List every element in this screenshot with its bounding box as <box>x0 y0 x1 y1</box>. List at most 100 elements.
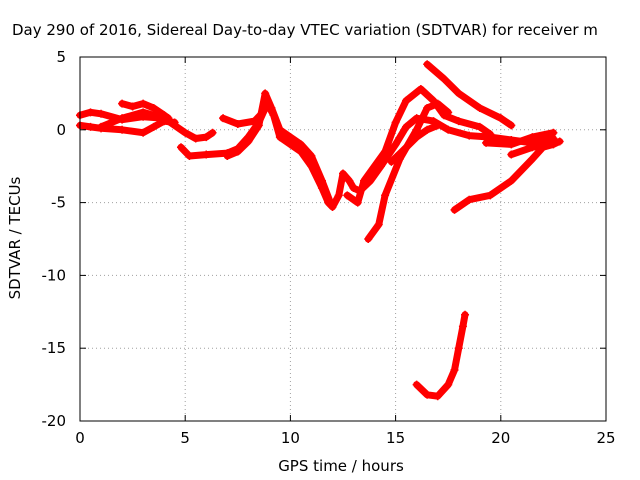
data-point <box>454 117 463 126</box>
data-point <box>360 176 369 185</box>
data-point <box>233 147 242 156</box>
x-tick-label: 0 <box>75 429 85 447</box>
data-series <box>76 60 564 401</box>
series-band <box>423 60 515 129</box>
y-tick-label: -5 <box>51 194 66 212</box>
y-tick-label: 0 <box>56 121 66 139</box>
data-series-track-o <box>412 310 470 401</box>
data-point <box>528 143 537 152</box>
y-tick-label: -10 <box>42 266 67 284</box>
data-point <box>223 152 232 161</box>
data-point <box>261 89 270 98</box>
data-point <box>364 235 373 243</box>
data-point <box>397 147 406 156</box>
data-point <box>475 122 484 131</box>
data-point <box>139 108 148 117</box>
data-point <box>164 114 173 123</box>
data-point <box>381 147 390 156</box>
data-point <box>391 140 400 149</box>
data-point <box>402 122 411 131</box>
data-point <box>507 150 516 159</box>
data-point <box>433 99 442 108</box>
data-point <box>444 380 453 389</box>
data-point <box>507 176 516 185</box>
data-point <box>423 60 432 69</box>
data-point <box>267 103 276 112</box>
data-point <box>412 133 421 142</box>
series-band <box>223 89 334 207</box>
data-series-track-h <box>343 85 495 207</box>
data-point <box>439 74 448 83</box>
data-point <box>423 390 432 399</box>
data-point <box>496 114 505 123</box>
data-point <box>149 111 158 120</box>
data-point <box>181 128 190 137</box>
series-band <box>343 85 494 207</box>
data-point <box>391 118 400 127</box>
series-band <box>219 108 267 128</box>
data-point <box>202 150 211 159</box>
data-point <box>486 130 495 139</box>
data-point <box>343 191 352 200</box>
data-point <box>191 134 200 143</box>
data-point <box>444 108 453 117</box>
data-point <box>486 191 495 200</box>
data-point <box>454 344 463 353</box>
data-point <box>233 119 242 128</box>
data-point <box>507 121 516 130</box>
data-series-track-g <box>219 108 268 128</box>
data-point <box>334 191 343 200</box>
x-axis-title: GPS time / hours <box>278 457 404 475</box>
data-point <box>412 380 421 389</box>
data-point <box>326 198 335 207</box>
data-point <box>339 169 347 178</box>
data-point <box>139 99 148 108</box>
data-series-track-k <box>423 60 516 130</box>
data-point <box>549 128 558 137</box>
data-point <box>416 85 425 94</box>
data-point <box>353 198 362 207</box>
y-tick-label: -15 <box>42 339 67 357</box>
data-point <box>555 137 564 146</box>
data-point <box>219 114 228 123</box>
data-point <box>97 109 106 118</box>
data-point <box>317 176 326 185</box>
data-point <box>208 128 217 137</box>
data-point <box>97 122 106 131</box>
data-series-track-l <box>450 137 564 214</box>
data-point <box>160 111 169 120</box>
data-point <box>402 96 411 105</box>
data-point <box>118 125 127 134</box>
data-point <box>433 392 442 401</box>
data-series-track-m <box>482 128 558 149</box>
data-point <box>176 143 185 152</box>
data-point <box>185 152 194 161</box>
data-point <box>458 322 467 331</box>
data-point <box>482 138 491 147</box>
data-point <box>250 117 259 126</box>
data-point <box>423 103 432 112</box>
data-series-track-f <box>223 89 335 207</box>
x-tick-label: 5 <box>180 429 190 447</box>
data-point <box>528 154 537 163</box>
data-point <box>345 176 354 185</box>
data-point <box>412 125 421 134</box>
data-point <box>86 122 95 131</box>
data-series-track-n <box>507 140 554 159</box>
x-tick-label: 25 <box>596 429 615 447</box>
data-point <box>286 133 295 142</box>
data-point <box>507 140 516 149</box>
data-point <box>275 125 284 134</box>
chart-title: Day 290 of 2016, Sidereal Day-to-day VTE… <box>12 21 598 39</box>
data-point <box>275 133 284 142</box>
data-point <box>86 108 95 117</box>
data-point <box>444 125 453 134</box>
y-tick-label: 5 <box>56 48 66 66</box>
y-tick-label: -20 <box>42 412 67 430</box>
data-point <box>149 122 158 131</box>
data-point <box>475 103 484 112</box>
data-point <box>128 102 137 111</box>
x-tick-label: 10 <box>281 429 300 447</box>
data-point <box>545 140 554 149</box>
